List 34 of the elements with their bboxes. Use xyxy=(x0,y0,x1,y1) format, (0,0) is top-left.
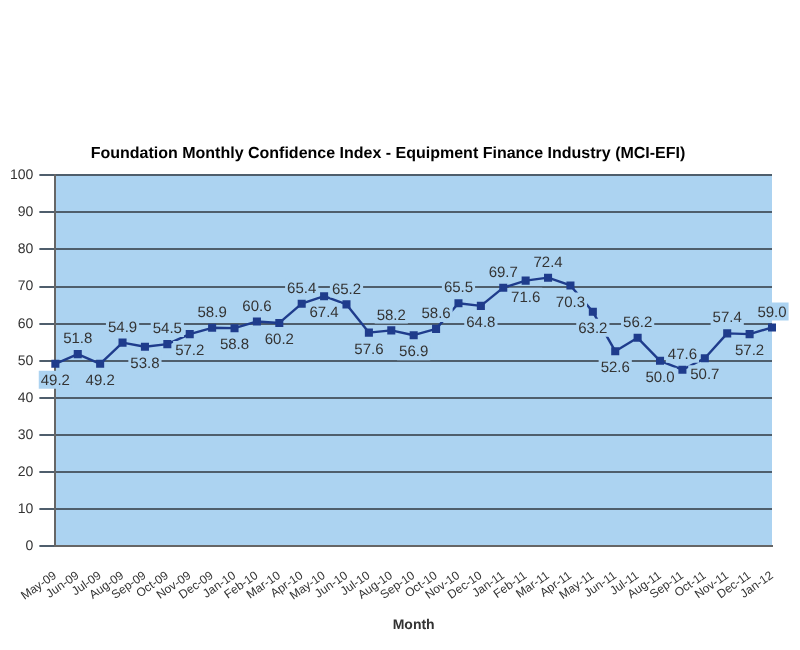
point xyxy=(521,276,530,285)
point xyxy=(140,342,149,351)
point xyxy=(51,359,60,368)
point xyxy=(499,283,508,292)
point xyxy=(767,323,777,332)
point xyxy=(185,330,194,339)
point xyxy=(364,328,373,337)
point xyxy=(275,318,284,327)
point xyxy=(633,333,642,342)
point xyxy=(544,273,553,282)
point xyxy=(163,340,172,349)
point xyxy=(700,354,709,363)
point xyxy=(656,356,665,365)
point xyxy=(118,338,127,347)
point xyxy=(432,324,441,333)
point xyxy=(745,330,754,339)
point xyxy=(409,331,418,340)
point xyxy=(342,300,351,309)
point xyxy=(387,326,396,335)
point xyxy=(454,299,463,308)
point xyxy=(96,359,105,368)
point xyxy=(588,307,597,316)
chart-title: Foundation Monthly Confidence Index - Equipment Finance Industry (MCI-EFI) xyxy=(90,144,686,163)
point xyxy=(320,292,329,301)
point xyxy=(566,281,575,290)
point xyxy=(208,323,217,332)
point xyxy=(611,347,620,356)
point xyxy=(252,317,261,326)
point xyxy=(73,350,82,359)
point xyxy=(476,301,485,310)
point xyxy=(723,329,732,338)
point xyxy=(678,365,687,374)
point xyxy=(230,324,239,333)
point xyxy=(297,299,306,308)
